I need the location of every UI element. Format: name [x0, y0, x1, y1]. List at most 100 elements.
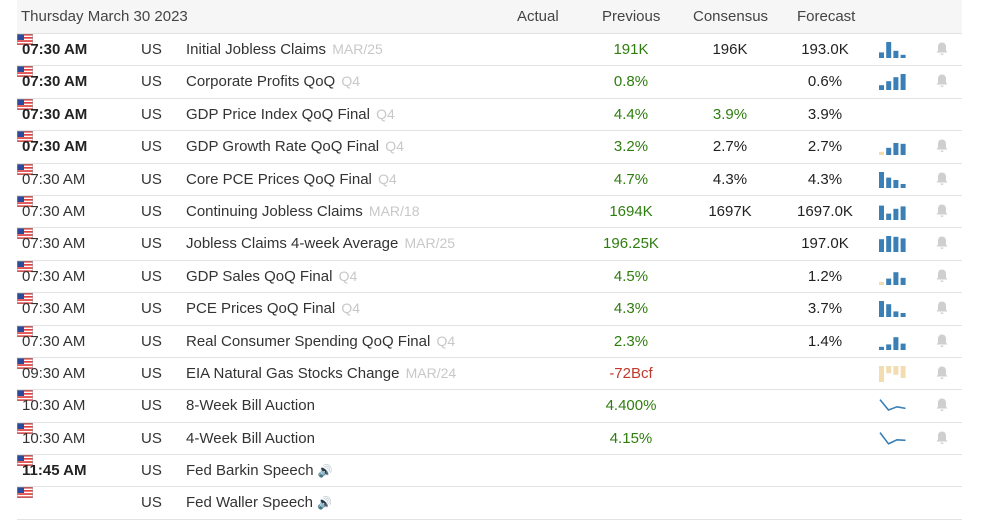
event-time: 07:30 AM — [22, 170, 86, 188]
calendar-row[interactable]: 09:30 AM US EIA Natural Gas Stocks Change … — [17, 357, 962, 391]
calendar-row[interactable]: 07:30 AM US PCE Prices QoQ Final Q4 4.3% 3.7… — [17, 293, 962, 326]
bell-icon[interactable] — [935, 300, 949, 316]
event-reference-period: MAR/24 — [405, 364, 457, 381]
consensus-value: 3.9% — [712, 105, 748, 123]
event-title[interactable]: Fed Waller Speech — [186, 494, 314, 512]
event-title[interactable]: Initial Jobless Claims — [186, 41, 327, 58]
event-name[interactable]: Real Consumer Spending QoQ Final Q4 — [186, 333, 455, 350]
event-name[interactable]: Jobless Claims 4-week Average MAR/25 — [186, 235, 455, 252]
column-consensus[interactable]: Consensus — [693, 8, 769, 25]
event-title[interactable]: EIA Natural Gas Stocks Change — [186, 364, 400, 382]
bell-icon[interactable] — [935, 73, 949, 89]
event-name[interactable]: Core PCE Prices QoQ Final Q4 — [186, 171, 397, 188]
sparkline-bar — [900, 365, 906, 378]
sparkline-chart — [879, 74, 906, 91]
event-time: 07:30 AM — [22, 300, 86, 318]
sparkline-bar — [879, 52, 884, 58]
bell-icon[interactable] — [935, 138, 949, 154]
bell-icon[interactable] — [935, 235, 949, 251]
event-name[interactable]: GDP Growth Rate QoQ Final Q4 — [186, 138, 404, 155]
event-title[interactable]: Fed Barkin Speech — [186, 462, 314, 480]
us-flag-icon — [17, 163, 33, 175]
event-title[interactable]: Real Consumer Spending QoQ Final — [186, 332, 431, 350]
event-name[interactable]: GDP Sales QoQ Final Q4 — [186, 268, 357, 285]
event-title[interactable]: Core PCE Prices QoQ Final — [186, 170, 372, 188]
event-name[interactable]: Fed Barkin Speech 🔊 — [186, 462, 333, 479]
column-actual[interactable]: Actual — [517, 8, 559, 25]
sparkline-bar — [879, 171, 884, 188]
calendar-row[interactable]: US Fed Waller Speech 🔊 — [17, 487, 962, 520]
event-reference-period: Q4 — [341, 73, 361, 90]
event-title[interactable]: PCE Prices QoQ Final — [186, 300, 336, 318]
event-title[interactable]: Corporate Profits QoQ — [186, 73, 336, 91]
sparkline-bar — [886, 278, 892, 285]
us-flag-icon — [17, 293, 33, 305]
bell-icon[interactable] — [935, 203, 949, 219]
column-forecast[interactable]: Forecast — [797, 8, 856, 25]
event-name[interactable]: 8-Week Bill Auction — [186, 397, 315, 414]
event-name[interactable]: 4-Week Bill Auction — [186, 430, 315, 447]
calendar-row[interactable]: 07:30 AM US Core PCE Prices QoQ Final Q4 4.… — [17, 163, 962, 196]
forecast-value: 4.3% — [807, 170, 843, 188]
sparkline-bar — [893, 336, 899, 350]
forecast-value: 193.0K — [801, 41, 849, 58]
calendar-row[interactable]: 07:30 AM US Initial Jobless Claims MAR/25 1… — [17, 34, 962, 67]
forecast-value: 2.7% — [807, 138, 843, 156]
event-title[interactable]: GDP Price Index QoQ Final — [186, 105, 370, 123]
calendar-row[interactable]: 07:30 AM US Real Consumer Spending QoQ Fin… — [17, 325, 962, 358]
event-name[interactable]: GDP Price Index QoQ Final Q4 — [186, 106, 395, 123]
event-title[interactable]: 8-Week Bill Auction — [186, 397, 315, 415]
calendar-row[interactable]: 07:30 AM US GDP Price Index QoQ Final Q4 4.… — [17, 98, 962, 132]
calendar-row[interactable]: 07:30 AM US Jobless Claims 4-week Average … — [17, 228, 962, 261]
event-name[interactable]: Corporate Profits QoQ Q4 — [186, 73, 360, 90]
event-name[interactable]: Fed Waller Speech 🔊 — [186, 494, 332, 511]
event-time: 07:30 AM — [22, 202, 86, 220]
calendar-row[interactable]: 10:30 AM US 8-Week Bill Auction 4.400% — [17, 390, 962, 423]
country-code: US — [141, 202, 162, 220]
sparkline-bar — [886, 343, 892, 350]
calendar-row[interactable]: 07:30 AM US GDP Sales QoQ Final Q4 4.5% 1.2% — [17, 260, 962, 294]
event-title[interactable]: Jobless Claims 4-week Average — [186, 235, 399, 253]
calendar-row[interactable]: 07:30 AM US Corporate Profits QoQ Q4 0.8% 0.… — [17, 66, 962, 99]
speaker-icon: 🔊 — [317, 464, 333, 479]
calendar-row[interactable]: 10:30 AM US 4-Week Bill Auction 4.15% — [17, 422, 962, 456]
country-code: US — [141, 73, 162, 91]
sparkline-bar — [879, 85, 884, 91]
bell-icon[interactable] — [935, 397, 949, 413]
previous-value: 4.4% — [613, 105, 649, 123]
country-code: US — [141, 41, 162, 58]
event-name[interactable]: Initial Jobless Claims MAR/25 — [186, 41, 383, 58]
sparkline-bar — [900, 206, 906, 220]
previous-value: 196.25K — [603, 235, 659, 253]
sparkline-chart — [879, 431, 906, 445]
event-reference-period: Q4 — [341, 300, 361, 317]
bell-icon[interactable] — [935, 430, 949, 446]
event-name[interactable]: PCE Prices QoQ Final Q4 — [186, 300, 360, 317]
bell-icon[interactable] — [935, 41, 949, 57]
previous-value: -72Bcf — [609, 364, 653, 382]
sparkline-bar — [886, 177, 892, 188]
bell-icon[interactable] — [935, 365, 949, 381]
event-title[interactable]: GDP Growth Rate QoQ Final — [186, 138, 380, 156]
bell-icon[interactable] — [935, 333, 949, 349]
sparkline-chart — [879, 236, 906, 253]
sparkline-bar — [900, 313, 906, 318]
calendar-row[interactable]: 11:45 AM US Fed Barkin Speech 🔊 — [17, 455, 962, 488]
event-reference-period: Q4 — [338, 267, 358, 284]
event-title[interactable]: GDP Sales QoQ Final — [186, 267, 333, 285]
event-name[interactable]: Continuing Jobless Claims MAR/18 — [186, 203, 420, 220]
bell-icon[interactable] — [935, 268, 949, 284]
column-previous[interactable]: Previous — [602, 8, 661, 25]
event-time: 10:30 AM — [22, 397, 86, 415]
calendar-row[interactable]: 07:30 AM US GDP Growth Rate QoQ Final Q4 3.… — [17, 131, 962, 164]
sparkline-bar — [886, 147, 892, 156]
event-name[interactable]: EIA Natural Gas Stocks Change MAR/24 — [186, 365, 456, 382]
bell-icon[interactable] — [935, 171, 949, 187]
event-time: 10:30 AM — [22, 429, 86, 447]
sparkline-bar — [900, 343, 906, 350]
us-flag-icon — [17, 357, 33, 369]
calendar-rows: 07:30 AM US Initial Jobless Claims MAR/25 1… — [17, 34, 962, 520]
calendar-row[interactable]: 07:30 AM US Continuing Jobless Claims MAR/… — [17, 195, 962, 229]
event-title[interactable]: Continuing Jobless Claims — [186, 202, 363, 220]
event-title[interactable]: 4-Week Bill Auction — [186, 429, 315, 447]
